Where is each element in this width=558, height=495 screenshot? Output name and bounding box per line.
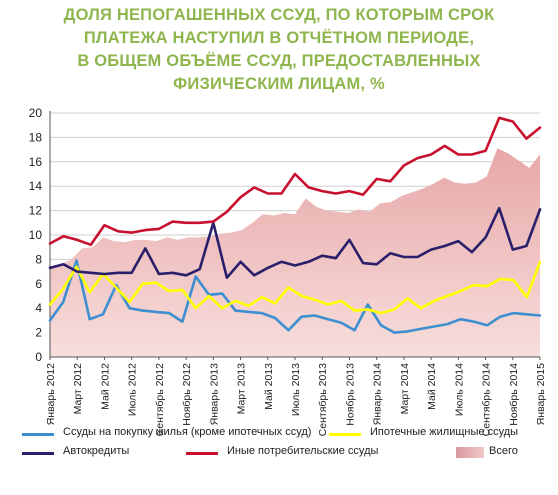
y-tick-label: 20 [29,106,43,120]
x-tick-label: Сентябрь 2013 [317,363,329,436]
y-tick-label: 18 [29,130,43,144]
x-tick-label: Июль 2013 [290,363,302,416]
x-tick-label: Ноябрь 2014 [508,363,520,426]
x-tick-label: Январь 2015 [535,363,547,425]
chart-title: ДОЛЯ НЕПОГАШЕННЫХ ССУД, ПО КОТОРЫМ СРОК … [0,4,558,96]
title-line: ФИЗИЧЕСКИМ ЛИЦАМ, % [173,75,385,93]
x-tick-label: Май 2013 [263,363,275,410]
y-tick-label: 16 [29,155,43,169]
series-line-auto [48,206,542,280]
x-tick-label: Январь 2014 [372,363,384,425]
x-tick-label: Май 2014 [426,363,438,410]
y-tick-label: 14 [29,179,43,193]
y-tick-label: 12 [29,204,43,218]
x-tick-label: Январь 2013 [208,363,220,425]
x-tick-label: Сентябрь 2014 [481,363,493,436]
x-tick-label: Март 2013 [236,363,248,415]
series-line-housing [48,259,542,334]
y-tick-label: 6 [35,277,42,291]
x-tick-label: Ноябрь 2012 [181,363,193,426]
x-tick-label: Ноябрь 2013 [344,363,356,426]
x-tick-label: Июль 2014 [453,363,465,416]
title-line: В ОБЩЕМ ОБЪЁМЕ ССУД, ПРЕДОСТАВЛЕННЫХ [77,52,481,70]
x-tick-label: Май 2012 [99,363,111,410]
x-tick-label: Март 2012 [72,363,84,415]
x-tick-label: Март 2014 [399,363,411,415]
y-tick-label: 4 [35,301,42,315]
area-series-total [50,148,540,357]
series-line-mortgage [48,260,542,315]
y-tick-label: 8 [35,252,42,266]
title-line: ПЛАТЕЖА НАСТУПИЛ В ОТЧЁТНОМ ПЕРИОДЕ, [83,29,475,47]
y-tick-label: 10 [29,228,43,242]
title-line: ДОЛЯ НЕПОГАШЕННЫХ ССУД, ПО КОТОРЫМ СРОК [63,6,495,24]
x-tick-label: Сентябрь 2012 [154,363,166,436]
y-tick-label: 0 [35,350,42,364]
y-tick-label: 2 [35,326,42,340]
x-tick-label: Январь 2012 [45,363,57,425]
series-line-other [48,116,542,247]
x-tick-label: Июль 2012 [127,363,139,416]
